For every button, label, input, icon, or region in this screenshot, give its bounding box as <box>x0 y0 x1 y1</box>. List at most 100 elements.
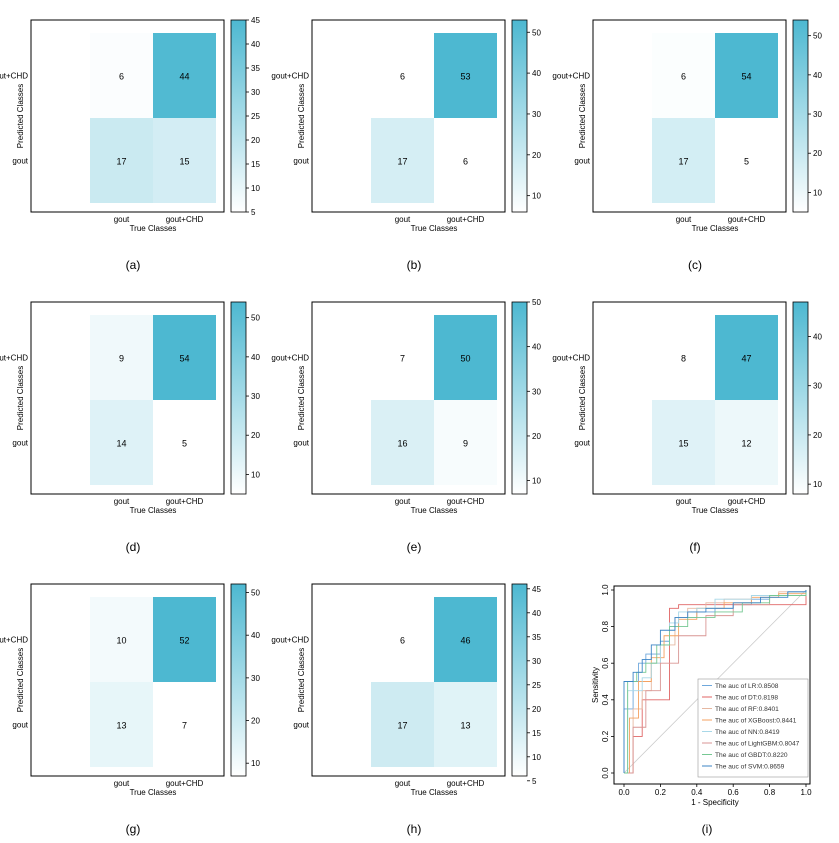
colorbar-tick-label: 5 <box>251 208 256 217</box>
heatmap-cell <box>90 315 153 400</box>
x-tick-label: gout+CHD <box>166 215 204 224</box>
heatmap-cell <box>652 315 715 400</box>
y-axis-label: Predicted Classes <box>297 648 306 712</box>
cell-value-label: 6 <box>463 157 468 167</box>
cell-value-label: 47 <box>741 354 751 364</box>
cell-value-label: 14 <box>116 439 126 449</box>
cell-value-label: 10 <box>116 636 126 646</box>
heatmap-cell <box>652 400 715 485</box>
x-tick-label: gout+CHD <box>166 497 204 506</box>
colorbar-tick-label: 15 <box>251 160 260 169</box>
y-tick-label: gout <box>12 721 28 730</box>
roc-curve <box>624 590 807 774</box>
legend-label: The auc of RF:0.8401 <box>715 706 779 713</box>
y-tick-label: 0.8 <box>601 620 610 632</box>
heatmap-cell <box>90 118 153 203</box>
heatmap-cell <box>153 118 216 203</box>
x-axis-label: True Classes <box>411 224 458 233</box>
colorbar-tick-label: 20 <box>251 136 260 145</box>
legend-label: The auc of LightGBM:0.8047 <box>715 741 800 748</box>
colorbar-tick-label: 30 <box>251 674 260 683</box>
cell-value-label: 15 <box>179 157 189 167</box>
colorbar-tick-label: 30 <box>532 657 541 666</box>
heatmap-cell <box>434 33 497 118</box>
colorbar <box>792 301 809 495</box>
heatmap-cell <box>90 400 153 485</box>
colorbar-tick-label: 40 <box>251 40 260 49</box>
colorbar-tick-label: 30 <box>251 88 260 97</box>
x-tick-label: 0.6 <box>728 788 740 797</box>
heatmap-cell <box>434 597 497 682</box>
x-axis-label: True Classes <box>692 224 739 233</box>
y-tick-label: 0.4 <box>601 694 610 706</box>
colorbar-tick-label: 35 <box>251 64 260 73</box>
x-axis-label: True Classes <box>130 506 177 515</box>
colorbar-tick-label: 20 <box>532 151 541 160</box>
y-tick-label: gout+CHD <box>0 72 28 81</box>
x-tick-label: gout <box>114 215 130 224</box>
heatmap-cell <box>371 118 434 203</box>
panel-label: (b) <box>407 258 422 272</box>
cell-value-label: 5 <box>744 157 749 167</box>
colorbar-tick-label: 50 <box>813 32 822 41</box>
x-tick-label: gout+CHD <box>728 497 766 506</box>
heatmap-cell <box>715 33 778 118</box>
heatmap-cell <box>434 118 497 203</box>
heatmap-cell <box>90 33 153 118</box>
cell-value-label: 13 <box>116 721 126 731</box>
x-axis-label: 1 - Specificity <box>691 798 739 807</box>
x-tick-label: 0.2 <box>655 788 667 797</box>
y-tick-label: gout+CHD <box>271 354 309 363</box>
colorbar-tick-label: 15 <box>532 729 541 738</box>
panel-label: (h) <box>407 822 422 836</box>
heatmap-cell <box>153 682 216 767</box>
cell-value-label: 7 <box>400 354 405 364</box>
x-tick-label: gout <box>395 497 411 506</box>
colorbar-tick-label: 25 <box>251 112 260 121</box>
colorbar-tick-label: 50 <box>251 314 260 323</box>
x-tick-label: 1.0 <box>800 788 812 797</box>
cell-value-label: 17 <box>678 157 688 167</box>
colorbar-tick-label: 40 <box>813 332 822 341</box>
panel-label: (i) <box>702 822 713 836</box>
x-tick-label: gout+CHD <box>447 215 485 224</box>
heatmap-cell <box>153 597 216 682</box>
cell-value-label: 54 <box>741 72 751 82</box>
colorbar-tick-label: 50 <box>532 298 541 307</box>
colorbar-tick-label: 20 <box>532 705 541 714</box>
plot-frame <box>592 301 787 495</box>
colorbar-tick-label: 30 <box>813 110 822 119</box>
cell-value-label: 6 <box>681 72 686 82</box>
heatmap-cell <box>153 33 216 118</box>
y-tick-label: gout+CHD <box>0 354 28 363</box>
y-axis-label: Sensitivity <box>591 667 600 703</box>
y-tick-label: gout+CHD <box>552 72 590 81</box>
colorbar <box>230 583 247 777</box>
x-axis-label: True Classes <box>411 506 458 515</box>
colorbar <box>230 19 247 213</box>
heatmap-cell <box>715 315 778 400</box>
legend-box <box>697 678 809 778</box>
cell-value-label: 9 <box>119 354 124 364</box>
x-tick-label: gout+CHD <box>728 215 766 224</box>
cell-value-label: 5 <box>182 439 187 449</box>
y-axis-label: Predicted Classes <box>578 84 587 148</box>
cell-value-label: 17 <box>116 157 126 167</box>
y-tick-label: 1.0 <box>601 584 610 596</box>
heatmap-cell <box>371 597 434 682</box>
plot-frame <box>592 19 787 213</box>
x-tick-label: gout <box>676 215 692 224</box>
heatmap-cell <box>652 33 715 118</box>
y-tick-label: gout <box>293 721 309 730</box>
heatmap-cell <box>715 118 778 203</box>
y-tick-label: gout <box>574 157 590 166</box>
colorbar-tick-label: 30 <box>532 110 541 119</box>
plot-frame <box>30 583 225 777</box>
colorbar-tick-label: 35 <box>532 633 541 642</box>
cell-value-label: 6 <box>119 72 124 82</box>
colorbar-tick-label: 45 <box>251 16 260 25</box>
